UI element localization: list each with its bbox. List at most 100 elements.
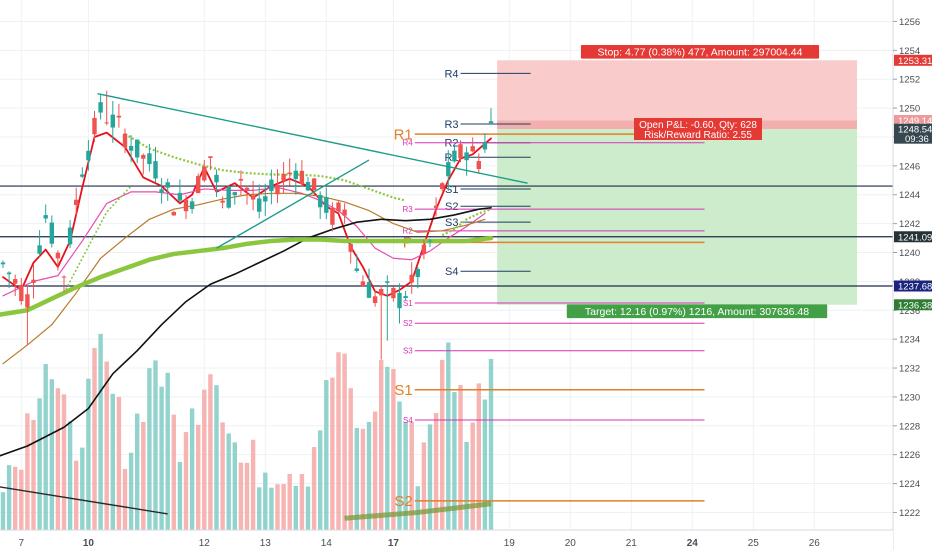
volume-bar xyxy=(49,379,54,530)
price-tick-label: 1236 xyxy=(899,306,920,317)
volume-bar xyxy=(464,442,469,530)
time-axis: 7 10 12 13 14 17 19 20 21 24 25 26 xyxy=(0,529,893,550)
candle-body xyxy=(293,170,298,179)
price-tick-label: 1230 xyxy=(899,392,920,403)
candle-body xyxy=(372,296,378,304)
time-tick-label: 25 xyxy=(748,538,760,549)
trendline xyxy=(216,159,370,249)
volume-bar xyxy=(232,442,237,530)
volume-bar xyxy=(128,452,134,530)
volume-bar xyxy=(470,422,475,530)
candle-body xyxy=(80,174,85,177)
pivot-label-s1: S1 xyxy=(403,299,413,308)
volume-bar xyxy=(189,408,195,530)
candle-body xyxy=(482,142,488,150)
volume-bar xyxy=(318,430,323,530)
price-marker-label: 1253.31 xyxy=(898,56,932,67)
volume-bar xyxy=(244,462,250,530)
volume-bar xyxy=(98,333,103,530)
time-tick-label: 26 xyxy=(809,538,821,549)
volume-bar xyxy=(220,422,225,530)
candle-body xyxy=(354,268,359,271)
volume-bar xyxy=(171,414,176,530)
candle-body xyxy=(49,222,54,244)
candle-body xyxy=(159,189,164,193)
candle-body xyxy=(275,184,280,195)
volume-bar xyxy=(269,487,274,530)
target-label-text: Target: 12.16 (0.97%) 1216, Amount: 3076… xyxy=(585,306,809,318)
price-marker-bg xyxy=(894,280,932,292)
volume-bar xyxy=(214,385,219,530)
pnl-box-bg xyxy=(634,118,762,140)
volume-bar xyxy=(427,424,433,530)
volume-bar xyxy=(458,385,463,530)
candle-body xyxy=(0,262,6,265)
candle-body xyxy=(189,201,195,209)
volume-bars xyxy=(0,333,494,530)
candle-body xyxy=(244,187,250,191)
volume-bar xyxy=(238,462,244,530)
volume-bar xyxy=(354,427,359,530)
volume-bar xyxy=(257,487,262,530)
target-label: Target: 12.16 (0.97%) 1216, Amount: 3076… xyxy=(566,304,828,318)
volume-bar xyxy=(92,347,97,530)
candle-body xyxy=(238,178,244,181)
time-tick-label: 13 xyxy=(260,538,272,549)
candle-body xyxy=(263,196,268,202)
candle-body xyxy=(128,145,134,151)
candle-body xyxy=(421,244,427,254)
volume-bar xyxy=(391,369,396,530)
volume-bar xyxy=(0,492,6,530)
candle-body xyxy=(366,282,372,298)
candle-body xyxy=(110,114,115,128)
volume-bar xyxy=(275,484,280,530)
candle-body xyxy=(299,170,305,184)
pivot-label-s2: S2 xyxy=(394,493,412,510)
candle-body xyxy=(311,178,317,191)
volume-bar xyxy=(159,386,164,530)
volume-bar xyxy=(104,361,109,530)
dotted-average-line xyxy=(441,208,492,237)
candle-body xyxy=(458,144,463,159)
candle-body xyxy=(135,139,140,158)
candle-body xyxy=(147,153,152,165)
candle-body xyxy=(403,296,408,299)
candle-body xyxy=(122,133,128,148)
volume-bar xyxy=(61,394,67,530)
candle-body xyxy=(342,209,347,216)
pivot-label-r3: R3 xyxy=(403,205,414,214)
price-tick-label: 1226 xyxy=(899,450,920,461)
price-tick-label: 1242 xyxy=(899,219,920,230)
volume-bar xyxy=(299,473,305,530)
price-tick-label: 1252 xyxy=(899,75,920,86)
moving-average-line xyxy=(0,206,492,457)
volume-bar xyxy=(110,393,115,530)
candle-body xyxy=(214,174,219,183)
volume-bar xyxy=(385,366,390,530)
volume-bar xyxy=(43,364,48,530)
candle-body xyxy=(67,227,73,245)
pivot-label-r4: R4 xyxy=(444,68,458,80)
time-tick-label: 7 xyxy=(19,538,25,549)
candle-body xyxy=(257,198,262,212)
price-marker-bg xyxy=(894,299,932,311)
candle-body xyxy=(55,252,61,259)
pivot-label-r1: R1 xyxy=(394,126,413,143)
candle-body xyxy=(104,122,109,124)
candle-body xyxy=(92,117,97,135)
position-zones xyxy=(497,60,857,305)
stop-label-text: Stop: 4.77 (0.38%) 477, Amount: 297004.4… xyxy=(598,47,803,59)
candle-body xyxy=(452,150,457,162)
volume-bar xyxy=(476,383,481,530)
time-tick-label: 12 xyxy=(199,538,211,549)
candle-body xyxy=(305,181,311,191)
volume-bar xyxy=(122,468,128,530)
volume-bar xyxy=(177,462,183,530)
volume-bar xyxy=(330,377,335,530)
candle-body xyxy=(476,161,481,170)
price-marker-label: 1236.38 xyxy=(898,300,932,311)
price-tick-label: 1244 xyxy=(899,190,920,201)
